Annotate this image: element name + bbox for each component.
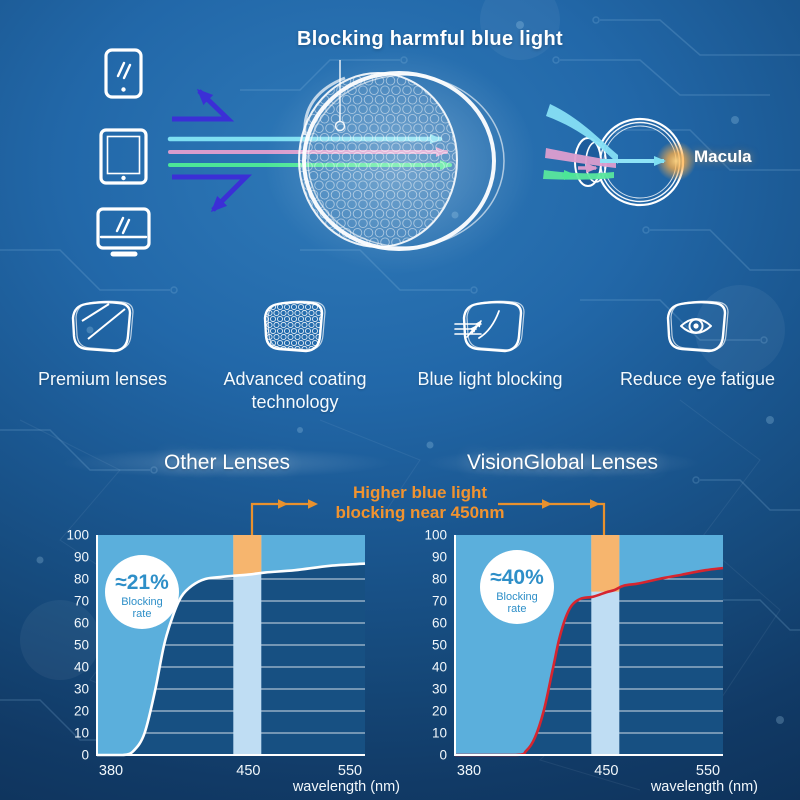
y-tick-label: 10 <box>432 726 447 741</box>
coating-lens-icon <box>263 300 326 353</box>
feature-label: Advanced coating technology <box>223 369 367 412</box>
450nm-band-blocked <box>591 535 620 592</box>
feature-premium-lenses: Premium lenses <box>0 298 205 413</box>
y-tick-label: 100 <box>424 528 447 543</box>
smartphone-icon <box>104 48 143 99</box>
chart-other-lenses: 0 10 20 30 40 50 60 70 80 90 100 380 450 550 waveleng… <box>62 527 407 796</box>
blue-light-blocking-icon <box>454 300 525 353</box>
x-tick-label: 450 <box>236 763 260 779</box>
y-tick-label: 0 <box>81 748 89 763</box>
premium-lens-icon <box>71 300 134 353</box>
y-tick-label: 20 <box>432 704 447 719</box>
y-tick-label: 80 <box>74 572 89 587</box>
y-tick-label: 90 <box>74 550 89 565</box>
coated-lens-illustration <box>265 50 535 274</box>
features-row: Premium lenses Advanced coating technolo… <box>0 298 800 413</box>
chart-visionglobal-lenses: 0 10 20 30 40 50 60 70 80 90 100 380 450 550 waveleng… <box>420 527 765 796</box>
y-tick-label: 90 <box>432 550 447 565</box>
svg-text:Blocking: Blocking <box>496 591 538 603</box>
macula-glow <box>656 141 696 181</box>
svg-text:rate: rate <box>508 603 527 615</box>
y-tick-label: 30 <box>432 682 447 697</box>
y-tick-label: 0 <box>439 748 447 763</box>
svg-text:≈40%: ≈40% <box>490 566 544 589</box>
axes <box>454 535 723 756</box>
feature-label: Blue light blocking <box>417 369 563 389</box>
feature-advanced-coating: Advanced coating technology <box>205 298 385 413</box>
y-tick-label: 60 <box>432 616 447 631</box>
reduce-eye-fatigue-icon <box>666 300 729 353</box>
blocking-rate-badge: ≈21% Blocking rate <box>105 555 179 629</box>
svg-text:rate: rate <box>133 608 152 620</box>
x-tick-label: 450 <box>594 763 618 779</box>
macula-label: Macula <box>694 147 752 166</box>
monitor-icon <box>96 207 151 257</box>
feature-reduce-eye-fatigue: Reduce eye fatigue <box>595 298 800 413</box>
transmission-curve <box>97 562 366 757</box>
x-tick-label: 380 <box>457 763 481 779</box>
x-tick-label: 550 <box>696 763 720 779</box>
feature-label: Reduce eye fatigue <box>619 369 776 389</box>
y-tick-label: 80 <box>432 572 447 587</box>
annotation-line2: blocking near 450nm <box>335 503 505 523</box>
chart-title-other-lenses: Other Lenses <box>62 448 392 478</box>
hero-diagram <box>96 48 696 274</box>
tablet-icon <box>99 128 148 185</box>
y-tick-label: 70 <box>74 594 89 609</box>
x-tick-label: 550 <box>338 763 362 779</box>
focused-beams <box>543 104 666 180</box>
450nm-band-blocked <box>233 535 262 575</box>
x-tick-label: 380 <box>99 763 123 779</box>
feature-blue-light-blocking: Blue light blocking <box>385 298 595 413</box>
x-axis-title: wavelength (nm) <box>650 779 758 795</box>
annotation-line1: Higher blue light <box>352 483 488 502</box>
blocking-rate-badge: ≈40% Blocking rate <box>480 550 554 624</box>
y-tick-label: 50 <box>432 638 447 653</box>
title-callout-line <box>334 60 346 132</box>
svg-text:Blocking: Blocking <box>121 596 163 608</box>
y-tick-label: 100 <box>66 528 89 543</box>
transmission-chart: 0 10 20 30 40 50 60 70 80 90 100 380 450 550 waveleng… <box>424 528 758 796</box>
svg-text:≈21%: ≈21% <box>115 571 169 594</box>
feature-label: Premium lenses <box>37 369 168 389</box>
x-axis-title: wavelength (nm) <box>292 779 400 795</box>
y-tick-label: 70 <box>432 594 447 609</box>
hero-title: Blocking harmful blue light <box>297 28 563 50</box>
chart-title-visionglobal-lenses: VisionGlobal Lenses <box>425 448 700 478</box>
reflected-blue-ray-arrows <box>172 88 253 213</box>
y-tick-label: 60 <box>74 616 89 631</box>
transmission-chart: 0 10 20 30 40 50 60 70 80 90 100 380 450 550 waveleng… <box>66 528 400 796</box>
y-tick-label: 40 <box>74 660 89 675</box>
y-tick-label: 10 <box>74 726 89 741</box>
y-tick-label: 30 <box>74 682 89 697</box>
axes <box>96 535 365 756</box>
transmission-curve <box>455 566 724 757</box>
y-tick-label: 50 <box>74 638 89 653</box>
y-tick-label: 40 <box>432 660 447 675</box>
y-tick-label: 20 <box>74 704 89 719</box>
annotation-higher-blocking: Higher blue light blocking near 450nm <box>318 483 522 523</box>
